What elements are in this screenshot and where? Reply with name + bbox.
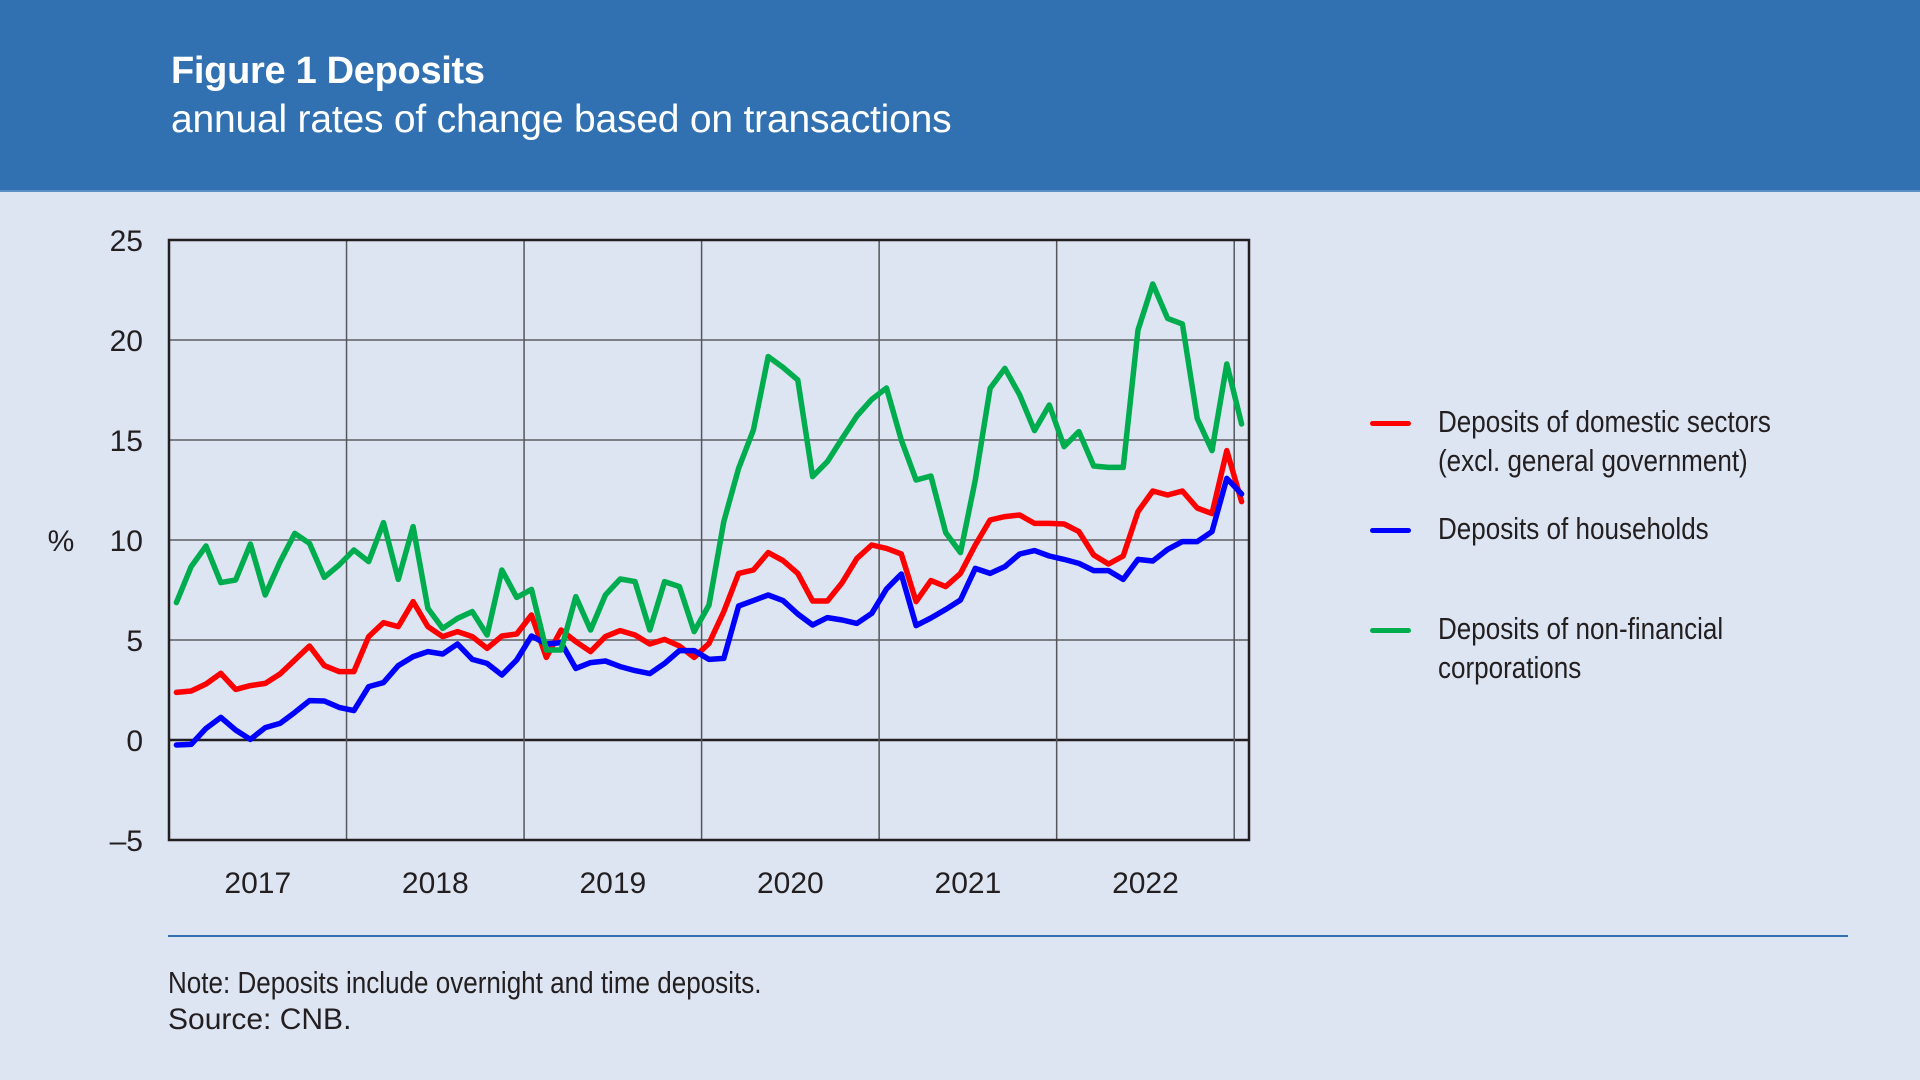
y-tick-label: –5 (110, 825, 143, 858)
figure-title: Figure 1 Deposits (171, 50, 485, 92)
figure-header: Figure 1 Deposits annual rates of change… (0, 0, 1920, 192)
legend-label-domestic-line1: Deposits of domestic sectors (1438, 404, 1771, 439)
y-tick-label: 15 (110, 425, 143, 458)
footer-source: Source: CNB. (168, 1003, 352, 1036)
x-tick-label: 2018 (402, 867, 469, 900)
x-tick-label: 2021 (935, 867, 1002, 900)
plot-border (167, 238, 1251, 842)
legend: Deposits of domestic sectors (excl. gene… (1370, 400, 1890, 700)
legend-label-nonfinancial-line1: Deposits of non-financial (1438, 611, 1724, 646)
x-tick-label: 2022 (1112, 867, 1179, 900)
y-tick-label: 0 (126, 725, 143, 758)
series-line-domestic (173, 447, 1245, 696)
footer-divider (168, 935, 1848, 937)
y-axis-label: % (48, 525, 75, 558)
y-tick-label: 5 (126, 625, 143, 658)
x-tick-label: 2020 (757, 867, 824, 900)
legend-swatch-nonfinancial (1370, 628, 1411, 633)
figure-subtitle: annual rates of change based on transact… (171, 98, 952, 141)
x-tick-labels: 2017 2018 2019 2020 2021 2022 (224, 867, 1178, 900)
legend-label-nonfinancial-line2: corporations (1438, 650, 1582, 685)
x-tick-label: 2019 (579, 867, 646, 900)
footer-note: Note: Deposits include overnight and tim… (168, 965, 762, 1000)
series-line-households (173, 475, 1245, 748)
y-tick-labels: 25 20 15 10 5 0 –5 (110, 225, 143, 858)
series-lines (173, 281, 1245, 748)
series-line-nonfinancial (173, 281, 1245, 653)
legend-swatch-households (1370, 528, 1411, 533)
y-tick-label: 10 (110, 525, 143, 558)
plot-frame (167, 238, 1251, 842)
y-tick-label: 20 (110, 325, 143, 358)
legend-label-domestic-line2: (excl. general government) (1438, 443, 1748, 478)
legend-label-households: Deposits of households (1438, 511, 1709, 546)
x-tick-label: 2017 (224, 867, 291, 900)
legend-swatch-domestic (1370, 421, 1411, 426)
y-tick-label: 25 (110, 225, 143, 258)
